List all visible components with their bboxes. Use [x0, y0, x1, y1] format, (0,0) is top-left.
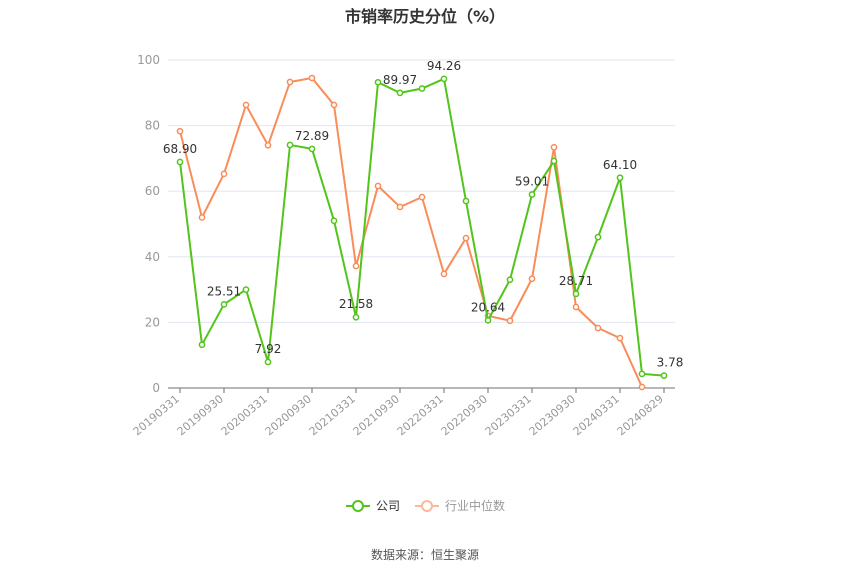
data-point[interactable]	[308, 145, 316, 153]
x-tick-label: 20230930	[527, 392, 578, 438]
data-label: 94.26	[427, 59, 461, 73]
data-label: 28.71	[559, 274, 593, 288]
x-tick-label: 20210331	[307, 392, 358, 438]
data-point[interactable]	[374, 78, 382, 86]
y-axis: 0 20 40 60 80 100	[137, 53, 160, 395]
y-tick-label: 40	[145, 250, 160, 264]
data-point[interactable]	[198, 341, 206, 349]
chart-title: 市销率历史分位（%）	[344, 7, 506, 26]
data-point[interactable]	[330, 217, 338, 225]
x-tick-label: 20200331	[219, 392, 270, 438]
data-point[interactable]	[616, 174, 624, 182]
data-labels: 68.90 25.51 7.92 72.89 21.58 89.97 94.26 20.64 5…	[163, 59, 684, 370]
y-tick-label: 0	[152, 381, 160, 395]
data-label: 68.90	[163, 142, 197, 156]
data-label: 59.01	[515, 174, 549, 188]
x-tick-label: 20200930	[263, 392, 314, 438]
legend-item-company[interactable]: 公司	[345, 497, 400, 514]
y-tick-label: 60	[145, 184, 160, 198]
data-point[interactable]	[264, 358, 272, 366]
data-point[interactable]	[528, 275, 536, 283]
data-point[interactable]	[330, 101, 338, 109]
data-point[interactable]	[176, 127, 184, 135]
data-point[interactable]	[374, 182, 382, 190]
data-point[interactable]	[418, 85, 426, 92]
data-label: 20.64	[471, 300, 505, 314]
data-label: 64.10	[603, 158, 637, 172]
industry-line	[179, 77, 643, 388]
data-point[interactable]	[484, 316, 492, 324]
y-tick-label: 100	[137, 53, 160, 67]
data-point[interactable]	[594, 324, 602, 332]
data-point[interactable]	[286, 141, 294, 149]
data-point[interactable]	[506, 276, 514, 284]
data-point[interactable]	[638, 383, 646, 391]
data-point[interactable]	[352, 262, 360, 270]
data-point[interactable]	[352, 313, 360, 321]
data-point[interactable]	[462, 234, 470, 242]
data-point[interactable]	[220, 300, 228, 308]
legend-company-icon	[345, 499, 370, 512]
data-point[interactable]	[616, 334, 624, 342]
data-point[interactable]	[286, 78, 294, 86]
data-label: 21.58	[339, 297, 373, 311]
company-line	[179, 77, 665, 377]
x-tick-label: 20220331	[395, 392, 446, 438]
data-point[interactable]	[506, 317, 514, 325]
grid-lines	[168, 59, 675, 323]
series-lines	[176, 74, 668, 391]
x-tick-label: 20240829	[615, 392, 666, 438]
data-label: 3.78	[657, 356, 684, 370]
x-tick-label: 20240331	[571, 392, 622, 438]
data-point[interactable]	[220, 170, 228, 178]
data-point[interactable]	[176, 158, 184, 166]
data-point[interactable]	[638, 370, 646, 378]
data-point[interactable]	[396, 203, 404, 211]
y-tick-label: 80	[145, 119, 160, 133]
data-point[interactable]	[572, 303, 580, 311]
data-point[interactable]	[550, 143, 558, 151]
legend-item-industry[interactable]: 行业中位数	[414, 497, 505, 514]
data-point[interactable]	[396, 89, 404, 97]
data-source: 数据来源：恒生聚源	[370, 548, 479, 562]
data-point[interactable]	[440, 270, 448, 278]
legend-industry-label: 行业中位数	[445, 499, 506, 513]
x-tick-label: 20210930	[351, 392, 402, 438]
data-point[interactable]	[572, 290, 580, 298]
legend-company-label: 公司	[375, 499, 400, 513]
data-point[interactable]	[462, 197, 470, 205]
legend-industry-icon	[415, 499, 439, 512]
data-point[interactable]	[264, 141, 272, 149]
data-label: 89.97	[383, 73, 417, 87]
x-tick-label: 20230331	[483, 392, 534, 438]
y-tick-label: 20	[145, 315, 160, 329]
x-tick-label: 20190930	[175, 392, 226, 438]
x-tick-label: 20190331	[131, 392, 182, 438]
data-point[interactable]	[418, 193, 426, 201]
x-axis: 2019033120190930202003312020093020210331…	[131, 387, 675, 438]
data-point[interactable]	[550, 157, 558, 165]
data-label: 7.92	[255, 342, 282, 356]
data-label: 25.51	[207, 284, 241, 298]
data-point[interactable]	[242, 101, 250, 109]
data-point[interactable]	[594, 233, 602, 241]
x-tick-label: 20220930	[439, 392, 490, 438]
data-point[interactable]	[308, 74, 316, 82]
legend: 公司 行业中位数	[0, 497, 850, 514]
data-point[interactable]	[528, 191, 536, 198]
data-point[interactable]	[660, 372, 668, 379]
data-point[interactable]	[440, 75, 448, 83]
data-point[interactable]	[198, 214, 206, 221]
data-point[interactable]	[242, 286, 250, 293]
data-label: 72.89	[295, 129, 329, 143]
